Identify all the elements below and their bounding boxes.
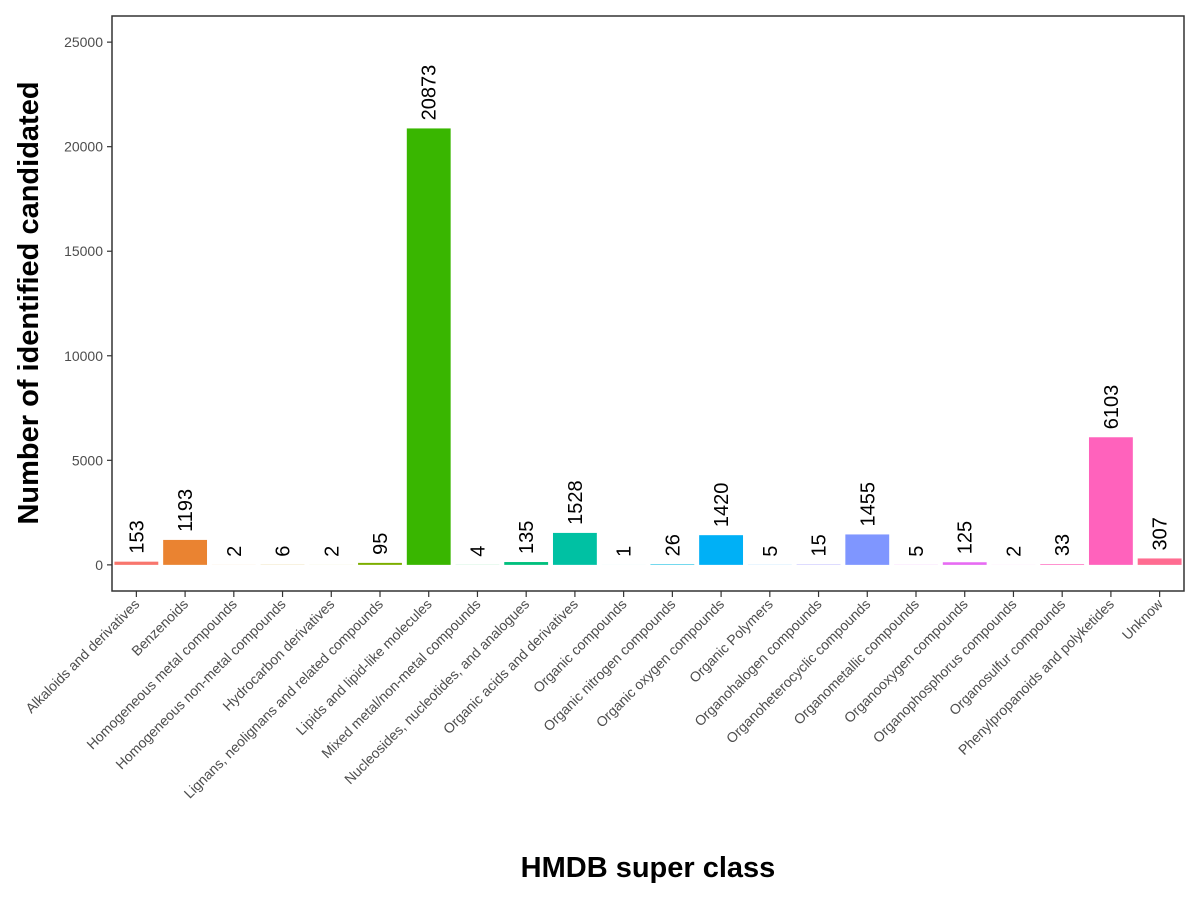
- bar: [1088, 437, 1133, 565]
- bar-value-label: 1420: [711, 483, 733, 528]
- bar-value-label: 307: [1150, 517, 1172, 550]
- y-axis-ticks: 0 5000 10000 15000 20000 25000: [64, 34, 112, 573]
- bar-value-label: 15: [809, 534, 831, 556]
- bar: [552, 532, 597, 565]
- bar-value-label: 95: [370, 533, 392, 555]
- bar-value-label: 6: [273, 546, 295, 557]
- y-tick-label: 15000: [64, 243, 103, 259]
- bar: [406, 128, 451, 565]
- bar-value-label: 135: [516, 521, 538, 554]
- bar-value-label: 1: [614, 546, 636, 557]
- bar: [942, 562, 987, 565]
- bar-value-label: 1528: [565, 480, 587, 525]
- y-tick-label: 10000: [64, 348, 103, 364]
- bars: [114, 128, 1182, 565]
- y-tick-label: 25000: [64, 34, 103, 50]
- bar: [1137, 558, 1182, 565]
- bar-value-label: 125: [955, 521, 977, 554]
- bar-value-label: 20873: [419, 65, 441, 121]
- plot-panel-border: [111, 15, 1185, 592]
- y-tick-label: 0: [95, 557, 103, 573]
- y-tick-label: 5000: [72, 452, 103, 468]
- bar-value-label: 6103: [1101, 385, 1123, 430]
- bar-value-label: 2: [321, 546, 343, 557]
- bar-value-label: 4: [467, 546, 489, 557]
- bar-value-label: 33: [1052, 534, 1074, 556]
- bar: [650, 564, 695, 565]
- y-tick-label: 20000: [64, 139, 103, 155]
- bar-value-label: 2: [224, 546, 246, 557]
- bar: [845, 534, 890, 565]
- bar: [358, 562, 402, 565]
- bar-value-label: 5: [906, 546, 928, 557]
- bar: [1040, 564, 1085, 565]
- x-axis-title: HMDB super class: [521, 852, 776, 884]
- bar-value-label: 5: [760, 546, 782, 557]
- y-axis-title: Number of identified candidated: [13, 81, 45, 524]
- bar-value-label: 2: [1003, 546, 1025, 557]
- bar: [504, 562, 549, 565]
- bar-value-label: 1455: [857, 482, 879, 527]
- bar: [114, 561, 159, 565]
- bar-value-label: 1193: [175, 489, 197, 532]
- bar: [699, 535, 744, 565]
- bar: [163, 539, 208, 565]
- bar-value-label: 26: [662, 534, 684, 556]
- bar-value-label: 153: [126, 520, 148, 553]
